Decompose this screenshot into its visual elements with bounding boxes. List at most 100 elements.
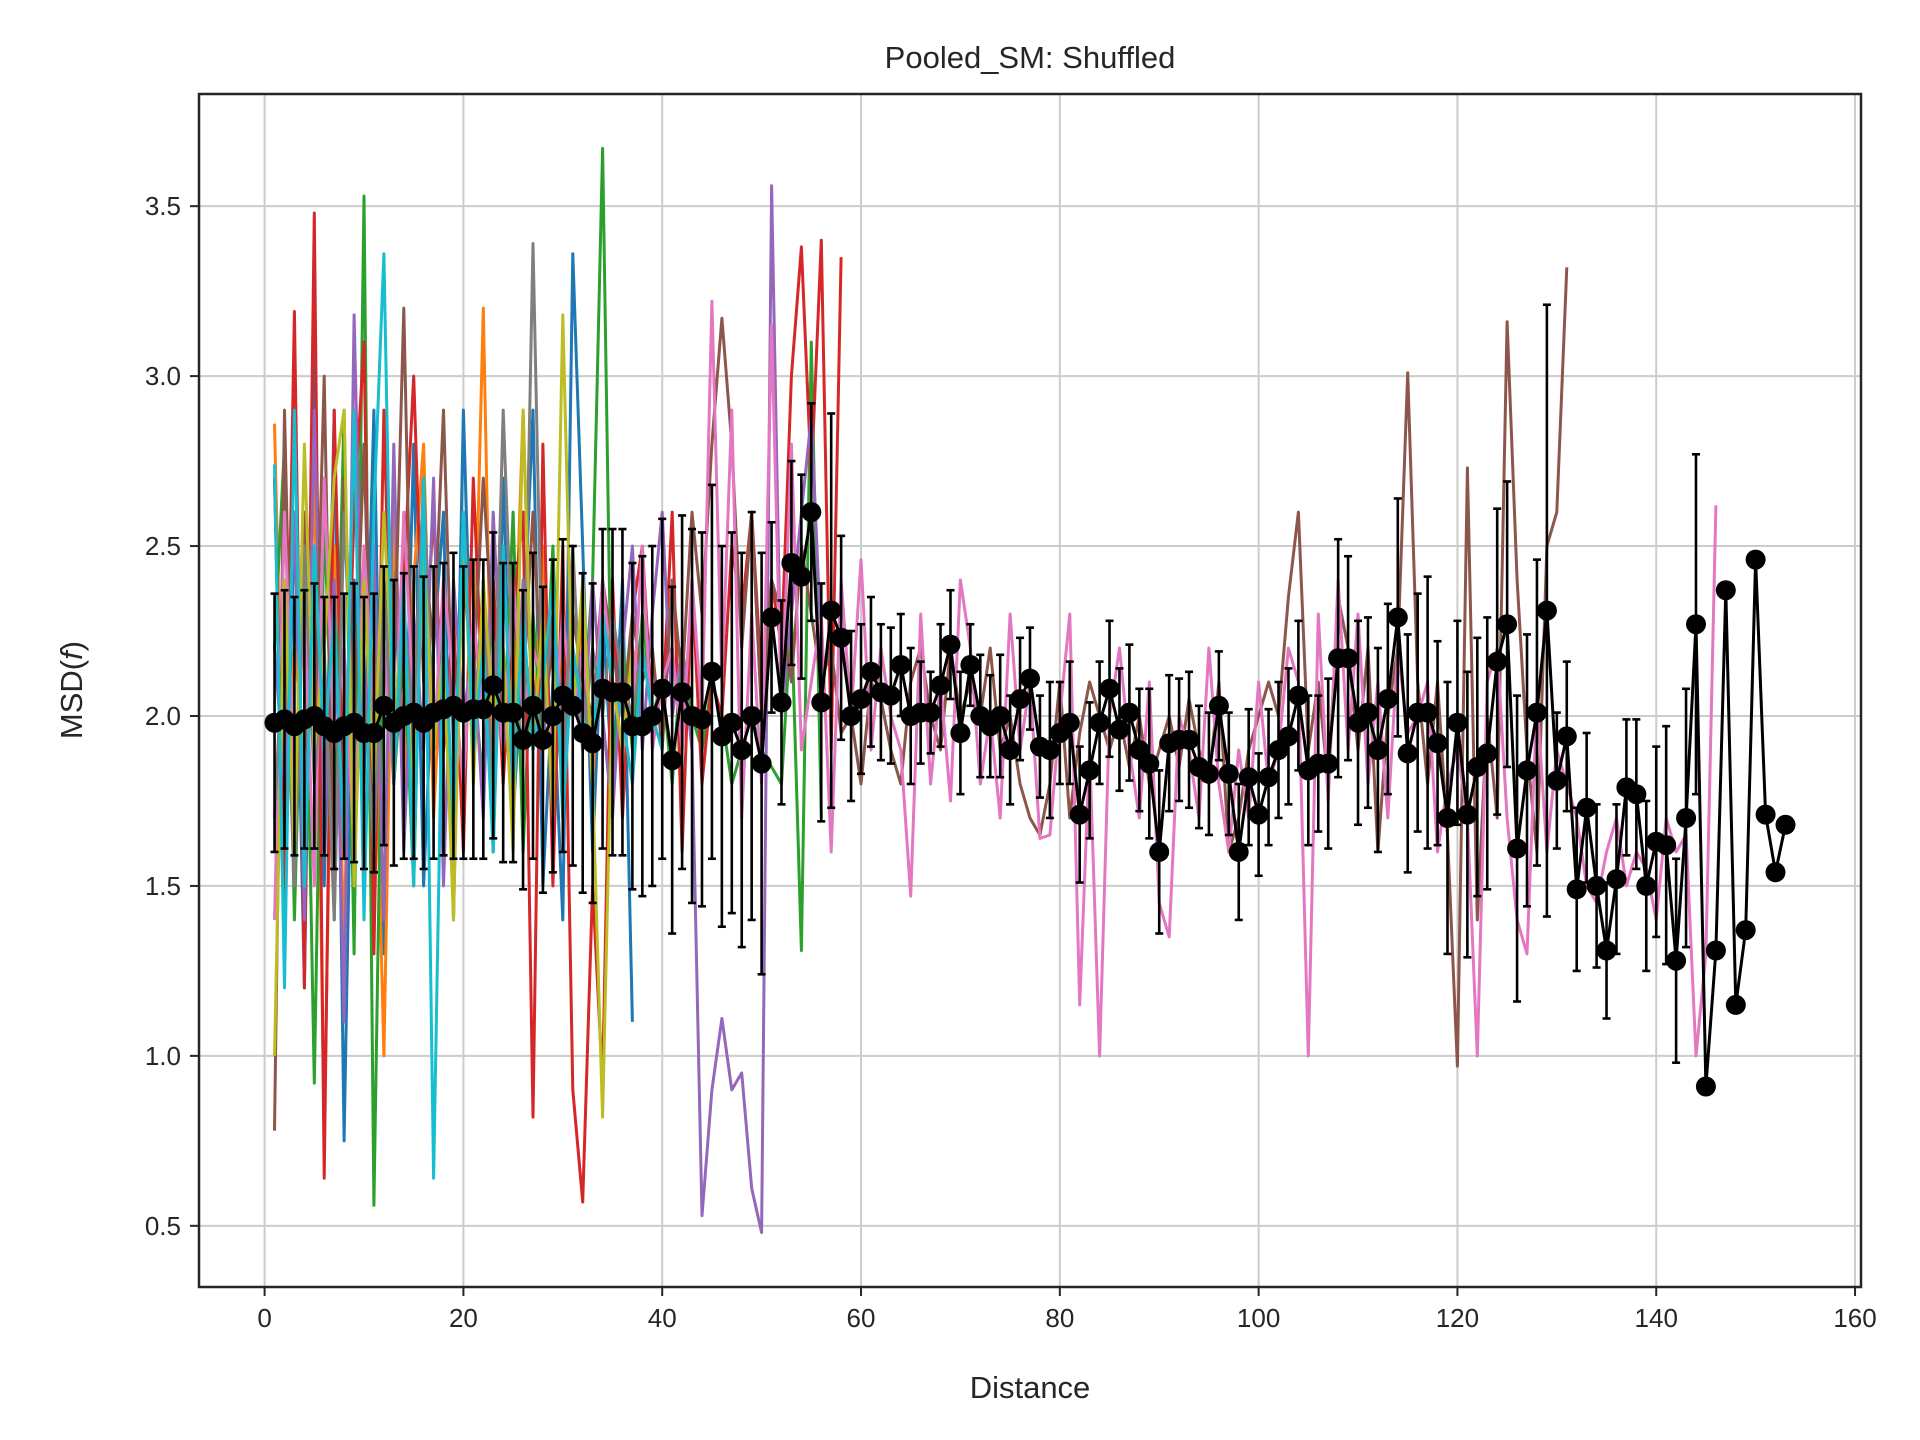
mean-point — [1507, 838, 1528, 859]
mean-point — [1228, 841, 1249, 862]
mean-point — [1318, 753, 1339, 774]
mean-point — [1238, 767, 1259, 788]
mean-point — [831, 627, 852, 648]
mean-point — [523, 695, 543, 716]
mean-point — [542, 706, 563, 726]
mean-point — [1387, 607, 1408, 628]
x-tick-label: 100 — [1237, 1303, 1280, 1333]
mean-point — [1069, 804, 1090, 825]
mean-point — [701, 661, 722, 682]
mean-point — [1248, 804, 1269, 825]
y-tick-label: 3.5 — [145, 191, 181, 221]
mean-point — [1198, 763, 1219, 784]
mean-point — [642, 706, 663, 726]
mean-point — [811, 692, 832, 713]
mean-point — [562, 695, 583, 716]
mean-point — [1626, 784, 1647, 805]
mean-point — [1606, 869, 1627, 890]
mean-point — [851, 689, 871, 709]
mean-point — [1566, 879, 1587, 900]
mean-point — [1596, 940, 1617, 961]
mean-point — [1000, 740, 1021, 760]
x-tick-label: 40 — [648, 1303, 677, 1333]
x-tick-label: 80 — [1045, 1303, 1074, 1333]
chart-title: Pooled_SM: Shuffled — [885, 40, 1176, 75]
mean-point — [532, 729, 553, 750]
mean-point — [1457, 804, 1478, 825]
mean-point — [1149, 841, 1170, 862]
mean-point — [1208, 695, 1229, 716]
mean-point — [731, 740, 752, 760]
mean-point — [1397, 743, 1418, 764]
mean-point — [503, 702, 524, 723]
mean-point — [1089, 712, 1110, 733]
mean-point — [1526, 702, 1547, 723]
mean-point — [1427, 733, 1448, 754]
y-tick-label: 2.5 — [145, 531, 181, 561]
mean-point — [1676, 808, 1697, 828]
mean-point — [1099, 678, 1120, 699]
mean-point — [483, 675, 504, 696]
mean-point — [1705, 940, 1726, 961]
mean-point — [1487, 651, 1508, 672]
y-axis-label-main: MSD( — [54, 659, 89, 739]
mean-point — [1666, 950, 1687, 971]
x-tick-label: 60 — [847, 1303, 876, 1333]
mean-point — [1586, 875, 1607, 896]
mean-point — [1059, 712, 1080, 733]
mean-point — [1179, 729, 1199, 750]
mean-point — [1656, 835, 1677, 856]
series-line-7 — [273, 299, 1718, 1058]
mean-point — [1358, 702, 1378, 723]
mean-point — [652, 678, 673, 699]
y-axis-label: MSD(f) — [54, 641, 89, 739]
mean-point — [1556, 726, 1577, 747]
mean-point — [1765, 862, 1786, 883]
mean-point — [473, 699, 494, 720]
x-tick-label: 120 — [1436, 1303, 1479, 1333]
mean-point — [672, 682, 693, 703]
mean-point — [1010, 689, 1031, 709]
mean-point — [582, 733, 603, 754]
x-axis-label: Distance — [970, 1370, 1091, 1405]
mean-point — [1576, 797, 1597, 818]
mean-point — [1715, 580, 1736, 601]
mean-point — [1745, 549, 1766, 570]
y-tick-label: 1.5 — [145, 871, 181, 901]
mean-point — [761, 607, 782, 628]
grid-lines — [199, 94, 1861, 1287]
mean-point — [990, 706, 1011, 726]
y-axis-ticks: 0.5 1.0 1.5 2.0 2.5 3.0 3.5 — [145, 191, 199, 1241]
mean-point — [662, 750, 683, 771]
mean-point — [513, 729, 534, 750]
x-tick-label: 0 — [257, 1303, 271, 1333]
y-tick-label: 3.0 — [145, 361, 181, 391]
mean-point — [880, 685, 901, 706]
mean-point — [1278, 726, 1299, 747]
mean-point — [1546, 770, 1567, 791]
mean-point — [1497, 614, 1518, 635]
mean-point — [960, 655, 981, 675]
mean-point — [1755, 804, 1776, 825]
mean-point — [1686, 614, 1706, 635]
x-tick-label: 160 — [1833, 1303, 1876, 1333]
mean-point — [1288, 685, 1309, 706]
mean-point — [751, 753, 772, 774]
mean-point — [612, 682, 633, 703]
mean-point — [1447, 712, 1468, 733]
mean-point — [1417, 702, 1438, 723]
y-tick-label: 0.5 — [145, 1211, 181, 1241]
mean-point — [1517, 760, 1537, 781]
mean-point — [940, 634, 961, 655]
mean-point — [1636, 875, 1657, 896]
mean-point — [373, 695, 394, 716]
mean-point — [1119, 702, 1140, 723]
x-tick-label: 140 — [1635, 1303, 1678, 1333]
mean-point — [950, 723, 971, 743]
mean-point — [1139, 753, 1160, 774]
mean-point — [841, 706, 862, 726]
mean-point — [791, 566, 812, 587]
mean-point — [1775, 814, 1796, 835]
x-axis-ticks: 0 20 40 60 80 100 120 140 160 — [257, 1287, 1877, 1333]
mean-point — [1258, 767, 1279, 788]
